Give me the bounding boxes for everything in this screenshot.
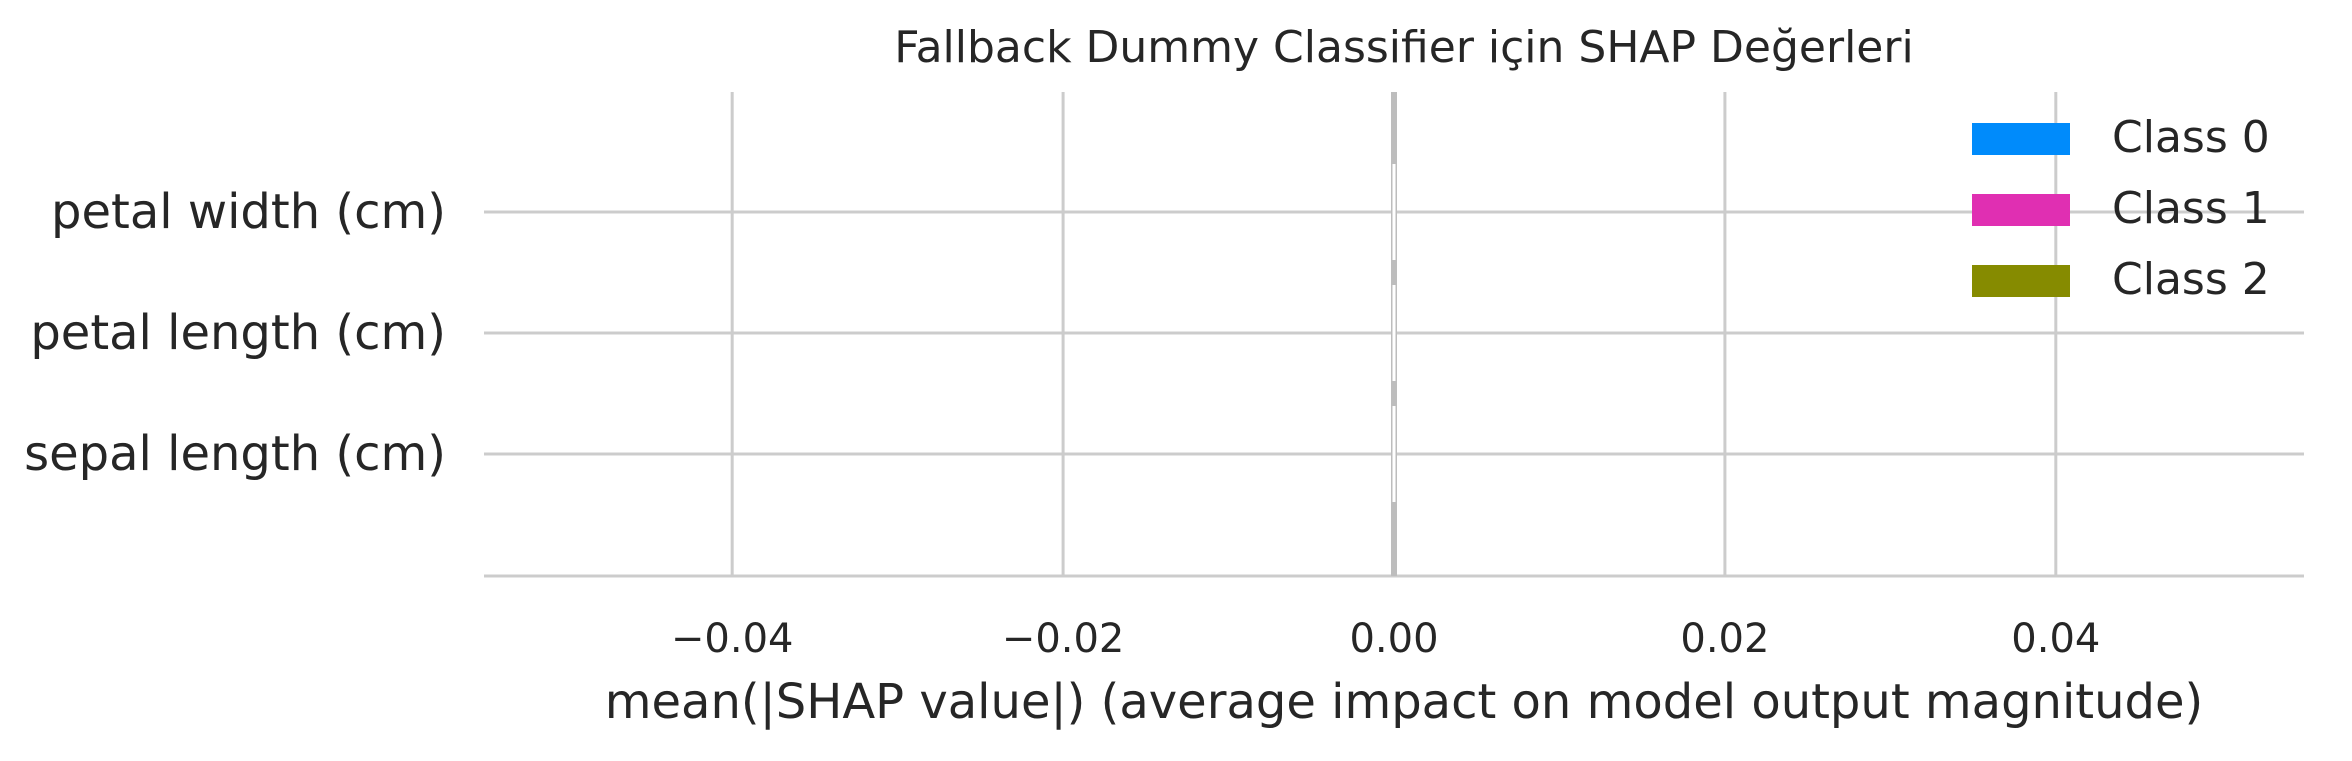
x-axis-label: mean(|SHAP value|) (average impact on mo… bbox=[605, 674, 2204, 730]
legend-swatch bbox=[1972, 265, 2070, 297]
legend-swatch bbox=[1972, 194, 2070, 226]
x-tick-label: 0.04 bbox=[2011, 616, 2100, 662]
legend-label: Class 2 bbox=[2112, 254, 2270, 305]
x-tick-label: −0.02 bbox=[1002, 616, 1125, 662]
legend: Class 0 Class 1 Class 2 bbox=[1972, 112, 2270, 305]
y-tick-label: sepal length (cm) bbox=[24, 426, 446, 482]
legend-label: Class 1 bbox=[2112, 183, 2270, 234]
x-tick-label: 0.02 bbox=[1680, 616, 1769, 662]
x-tick-label: 0.00 bbox=[1349, 616, 1438, 662]
y-tick-label: petal width (cm) bbox=[51, 184, 446, 240]
legend-label: Class 0 bbox=[2112, 112, 2270, 163]
x-tick-label: −0.04 bbox=[671, 616, 794, 662]
y-tick-label: petal length (cm) bbox=[30, 305, 446, 361]
chart-title: Fallback Dummy Classifier için SHAP Değe… bbox=[894, 22, 1913, 73]
legend-swatch bbox=[1972, 123, 2070, 155]
